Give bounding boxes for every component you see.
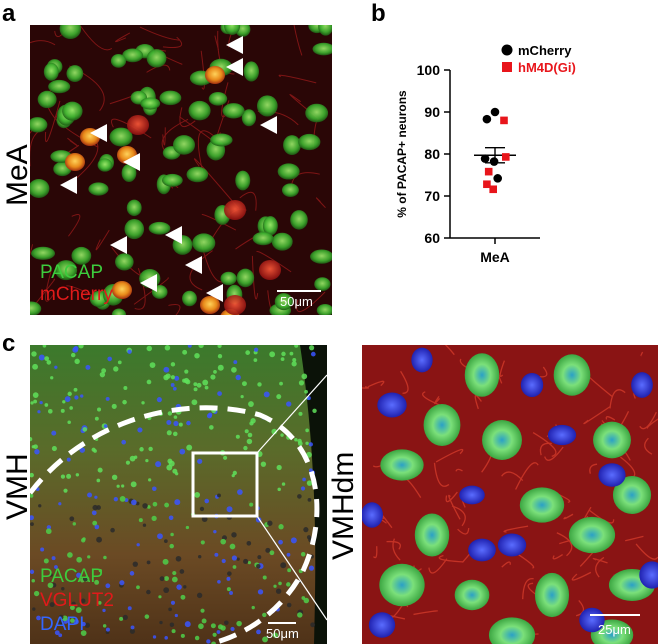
micrograph-mea [30, 25, 332, 315]
scale-label-c-left: 50μm [266, 626, 299, 641]
micrograph-mea-image [30, 25, 332, 315]
y-tick-label: 90 [424, 104, 440, 120]
legend-marker-hm4d [502, 62, 512, 72]
chart-pacap-percentage: 60 70 80 90 100 MeA % of PACAP+ neurons mCherr… [395, 43, 576, 265]
data-point-hm4d [484, 167, 493, 176]
legend-marker-mcherry [501, 44, 513, 56]
channel-label-dapi: DAPI [40, 614, 85, 635]
scale-label-c-right: 25μm [598, 622, 631, 637]
channel-label-pacap-c: PACAP [40, 566, 104, 587]
y-axis-label: % of PACAP+ neurons [395, 90, 409, 218]
micrograph-vmhdm-image [362, 345, 658, 644]
channel-label-mcherry: mCherry [40, 284, 113, 305]
y-tick-label: 100 [417, 62, 441, 78]
panel-letter-c: c [2, 330, 16, 357]
legend-label: mCherry [518, 43, 572, 58]
region-label-vmhdm: VMHdm [327, 451, 360, 560]
scale-bar-c-left [268, 622, 296, 624]
y-tick-label: 60 [424, 230, 440, 246]
data-point-mcherry [482, 114, 492, 124]
data-point-mcherry [490, 107, 500, 117]
x-tick-label: MeA [480, 249, 510, 265]
scale-bar-c-right [590, 614, 640, 616]
data-point-mcherry [489, 157, 499, 166]
legend-label: hM4D(Gi) [518, 60, 576, 75]
scale-label-a: 50μm [280, 294, 313, 309]
panel-letter-a: a [2, 0, 16, 27]
data-point-mcherry [493, 174, 502, 183]
micrograph-vmh [30, 345, 327, 644]
panel-letter-b: b [371, 0, 386, 27]
micrograph-vmh-image [30, 345, 327, 644]
data-point-hm4d [502, 153, 510, 161]
y-tick-label: 80 [424, 146, 440, 162]
channel-label-vglut2: VGLUT2 [40, 590, 114, 611]
data-point-hm4d [500, 116, 508, 125]
scale-bar-a [277, 290, 321, 292]
channel-label-pacap-a: PACAP [40, 262, 104, 283]
data-point-hm4d [483, 180, 491, 189]
y-tick-label: 70 [424, 188, 440, 204]
data-point-hm4d [489, 185, 497, 194]
data-point-mcherry [480, 154, 490, 163]
micrograph-vmhdm [362, 345, 658, 644]
